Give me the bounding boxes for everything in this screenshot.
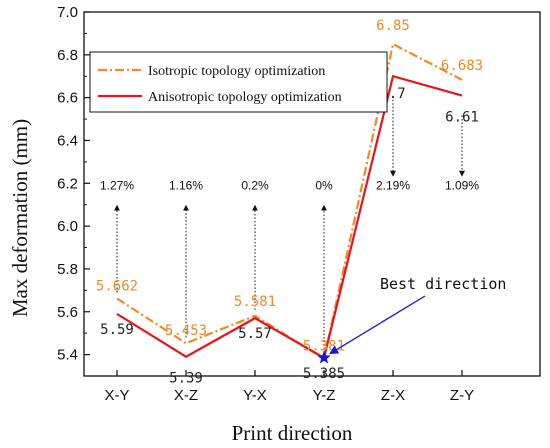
y-tick-label: 5.6 xyxy=(57,304,78,321)
improvement-label: 1.27% xyxy=(100,179,134,193)
y-tick-label: 6.8 xyxy=(57,47,78,64)
improvement-label: 0% xyxy=(315,179,333,193)
y-tick-label: 5.4 xyxy=(57,347,78,364)
legend-entry: Anisotropic topology optimization xyxy=(148,90,342,105)
anisotropic-data-label: 5.39 xyxy=(169,371,203,387)
anisotropic-data-label: 5.385 xyxy=(303,366,345,382)
y-tick-label: 6.0 xyxy=(57,218,78,235)
y-tick-label: 6.4 xyxy=(57,132,78,149)
anisotropic-data-label: 5.59 xyxy=(100,322,134,338)
x-axis-title: Print direction xyxy=(232,421,353,445)
y-tick-label: 6.6 xyxy=(57,90,78,107)
y-tick-label: 7.0 xyxy=(57,4,78,21)
isotropic-data-label: 5.453 xyxy=(165,323,207,339)
anisotropic-series-line xyxy=(116,74,463,360)
legend-entry: Isotropic topology optimization xyxy=(148,64,325,79)
improvement-label: 0.2% xyxy=(241,179,269,193)
best-direction-arrow xyxy=(329,295,426,355)
legend-box xyxy=(89,51,388,113)
isotropic-data-label: 5.581 xyxy=(234,294,276,310)
x-tick-label: X-Z xyxy=(174,387,198,404)
x-tick-label: Z-Y xyxy=(450,387,474,404)
anisotropic-data-label: 6.61 xyxy=(445,110,479,126)
plot-frame xyxy=(83,11,541,377)
improvement-label: 1.09% xyxy=(445,179,479,193)
plot-layer: 5.4 5.6 5.8 6.0 6.2 6.4 6.6 6.8 7.0 X-Y X-Z Y-X Y-Z Z… xyxy=(57,4,541,404)
x-tick-label: Z-X xyxy=(381,387,405,404)
isotropic-series-line xyxy=(116,42,463,361)
improvement-label: 1.16% xyxy=(169,179,203,193)
improvement-label: 2.19% xyxy=(376,179,410,193)
best-direction-label: Best direction xyxy=(380,275,506,293)
best-direction-star-icon xyxy=(317,350,331,364)
isotropic-data-label: 6.85 xyxy=(376,18,410,34)
y-tick-label: 6.2 xyxy=(57,175,78,192)
x-tick-label: Y-X xyxy=(243,387,267,404)
isotropic-data-label: 5.662 xyxy=(96,278,138,294)
x-tick-label: Y-Z xyxy=(313,387,336,404)
isotropic-data-label: 6.683 xyxy=(441,58,483,74)
y-tick-label: 5.8 xyxy=(57,261,78,278)
y-axis-title: Max deformation (mm) xyxy=(8,119,32,317)
x-tick-label: X-Y xyxy=(104,387,129,404)
anisotropic-data-label: 5.57 xyxy=(238,326,272,342)
